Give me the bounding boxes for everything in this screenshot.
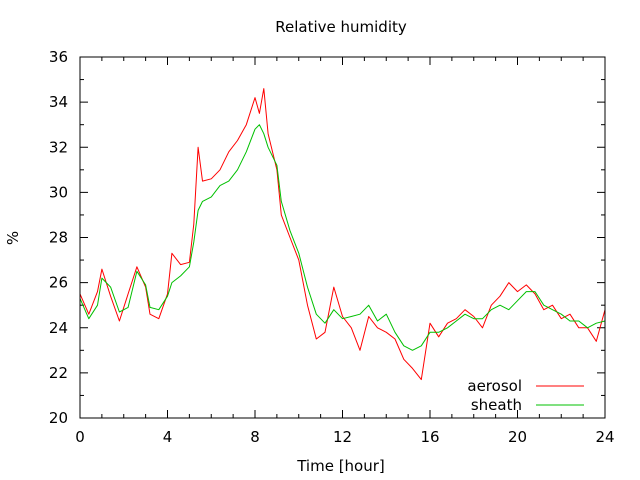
- x-tick-label: 12: [333, 428, 352, 446]
- y-tick-label: 36: [49, 48, 68, 66]
- y-tick-label: 24: [49, 319, 68, 337]
- series-line-aerosol: [79, 88, 606, 381]
- ticks: [79, 56, 606, 419]
- legend-label-aerosol: aerosol: [467, 377, 522, 395]
- x-axis-label: Time [hour]: [296, 457, 385, 475]
- series-line-sheath: [79, 124, 606, 351]
- tick-labels: 0 4 8 12 16 20 24 20 22 24 26 28 30 32 34 36: [49, 48, 615, 446]
- x-tick-label: 24: [595, 428, 614, 446]
- series-layer: [79, 88, 606, 381]
- x-tick-label: 20: [508, 428, 527, 446]
- y-tick-label: 30: [49, 183, 68, 201]
- y-tick-label: 28: [49, 229, 68, 247]
- y-tick-label: 20: [49, 409, 68, 427]
- x-tick-label: 16: [420, 428, 439, 446]
- y-tick-label: 32: [49, 138, 68, 156]
- legend-label-sheath: sheath: [471, 396, 522, 414]
- y-axis-label: %: [4, 231, 22, 245]
- y-tick-label: 34: [49, 93, 68, 111]
- y-tick-label: 22: [49, 364, 68, 382]
- plot-frame: [79, 56, 606, 419]
- x-tick-label: 0: [75, 428, 85, 446]
- legend: aerosol sheath: [467, 377, 584, 414]
- x-tick-label: 8: [250, 428, 260, 446]
- x-tick-label: 4: [163, 428, 173, 446]
- y-tick-label: 26: [49, 274, 68, 292]
- chart-title: Relative humidity: [275, 18, 407, 36]
